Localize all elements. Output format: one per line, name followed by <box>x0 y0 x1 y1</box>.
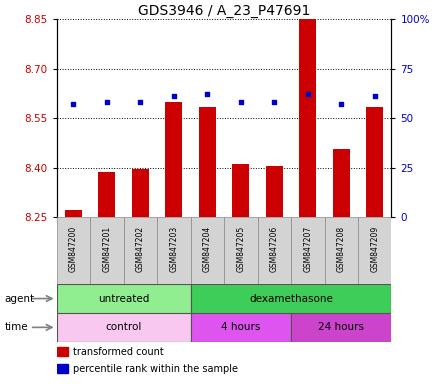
Text: agent: agent <box>4 293 34 304</box>
Bar <box>332 149 349 217</box>
Bar <box>299 11 316 217</box>
Title: GDS3946 / A_23_P47691: GDS3946 / A_23_P47691 <box>138 4 309 18</box>
Text: 24 hours: 24 hours <box>318 322 363 333</box>
Point <box>270 99 277 105</box>
Point <box>237 99 244 105</box>
Point <box>371 93 378 99</box>
Text: control: control <box>105 322 141 333</box>
Text: percentile rank within the sample: percentile rank within the sample <box>73 364 238 374</box>
Bar <box>190 284 391 313</box>
Point <box>70 101 77 107</box>
Bar <box>90 217 123 284</box>
Text: GSM847201: GSM847201 <box>102 226 111 272</box>
Text: GSM847208: GSM847208 <box>336 226 345 272</box>
Point <box>137 99 144 105</box>
Bar <box>56 313 190 342</box>
Text: GSM847206: GSM847206 <box>269 226 278 272</box>
Text: untreated: untreated <box>98 293 149 304</box>
Text: GSM847209: GSM847209 <box>369 226 378 272</box>
Point <box>304 91 311 98</box>
Text: GSM847202: GSM847202 <box>135 226 145 272</box>
Bar <box>56 284 190 313</box>
Bar <box>65 210 82 217</box>
Text: dexamethasone: dexamethasone <box>249 293 332 304</box>
Point <box>103 99 110 105</box>
Bar <box>198 106 215 217</box>
Bar <box>56 217 90 284</box>
Bar <box>224 217 257 284</box>
Text: 4 hours: 4 hours <box>220 322 260 333</box>
Bar <box>190 217 224 284</box>
Text: GSM847207: GSM847207 <box>302 226 312 272</box>
Text: GSM847203: GSM847203 <box>169 226 178 272</box>
Bar <box>357 217 391 284</box>
Point <box>337 101 344 107</box>
Bar <box>157 217 190 284</box>
Bar <box>290 313 391 342</box>
Bar <box>265 166 282 217</box>
Text: time: time <box>4 322 28 333</box>
Bar <box>290 217 324 284</box>
Text: GSM847204: GSM847204 <box>202 226 211 272</box>
Point <box>170 93 177 99</box>
Bar <box>123 217 157 284</box>
Bar <box>98 172 115 217</box>
Point <box>203 91 210 98</box>
Bar <box>56 364 68 373</box>
Text: GSM847200: GSM847200 <box>69 226 78 272</box>
Bar <box>365 106 382 217</box>
Bar <box>132 169 148 217</box>
Bar <box>190 313 290 342</box>
Text: transformed count: transformed count <box>73 347 164 357</box>
Bar <box>165 102 182 217</box>
Bar <box>232 164 249 217</box>
Text: GSM847205: GSM847205 <box>236 226 245 272</box>
Bar <box>56 347 68 356</box>
Bar <box>324 217 357 284</box>
Bar <box>257 217 290 284</box>
